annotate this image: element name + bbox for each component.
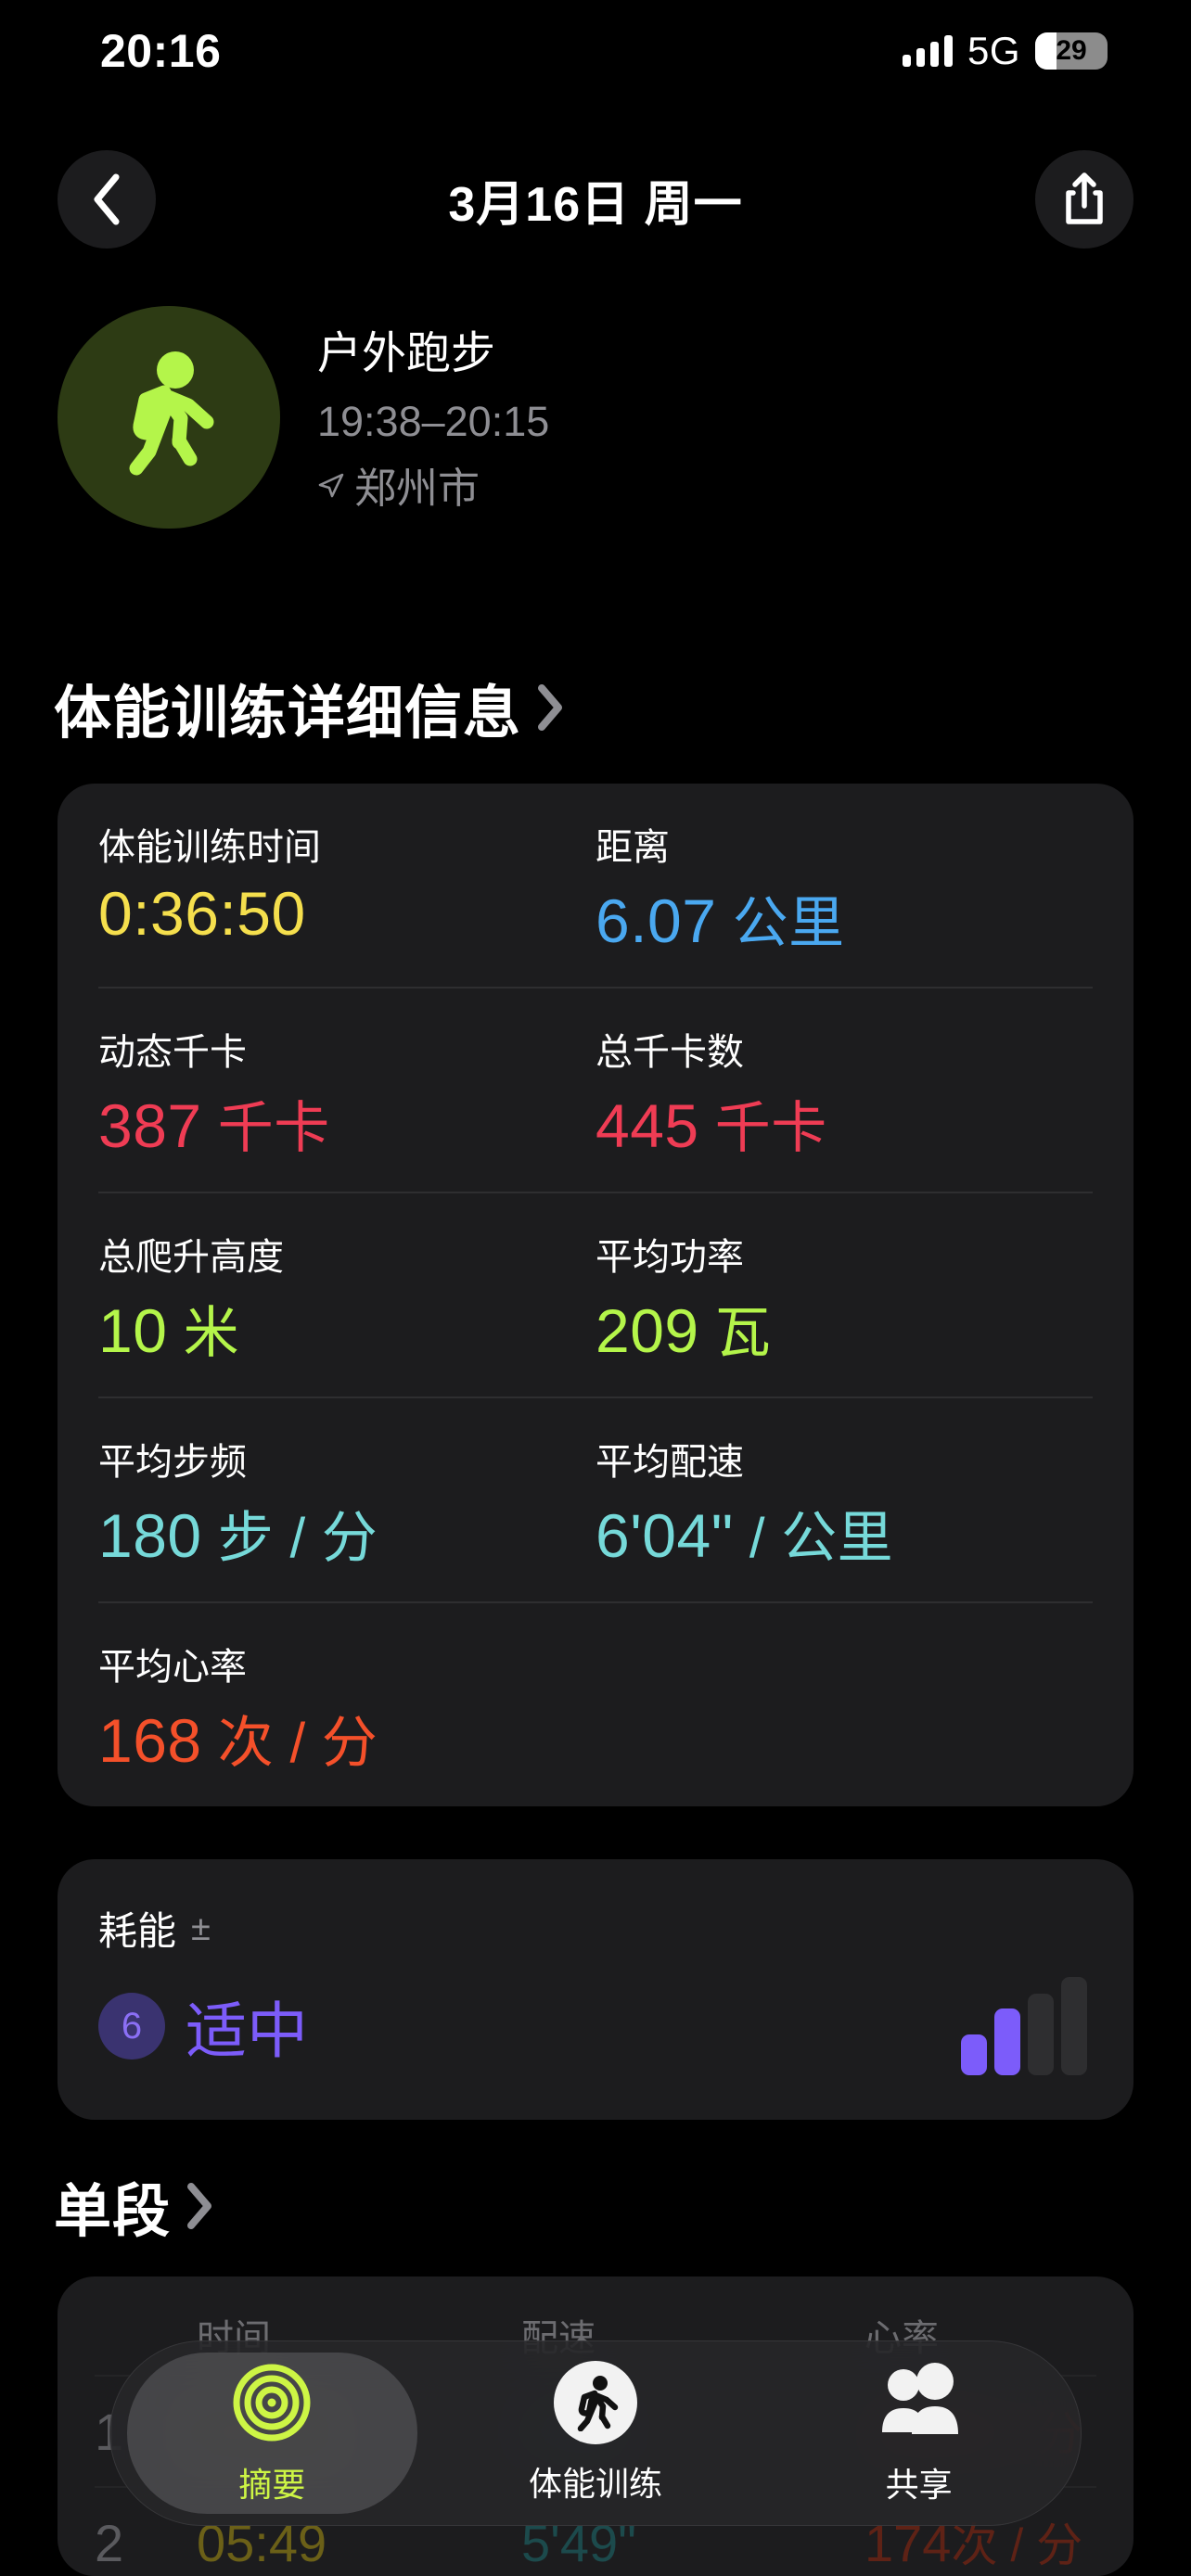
tab-summary[interactable]: 摘要 bbox=[110, 2341, 434, 2525]
effort-header: 耗能 ± bbox=[98, 1900, 1093, 1957]
effort-bar-chart bbox=[961, 1977, 1093, 2075]
tab-share[interactable]: 共享 bbox=[757, 2341, 1081, 2525]
laps-section-header[interactable]: 单段 bbox=[54, 2164, 215, 2248]
stat-empty bbox=[596, 1603, 1093, 1806]
effort-value-group: 6 适中 bbox=[98, 1982, 308, 2071]
effort-bar bbox=[961, 2034, 987, 2075]
stat-value: 180 步 / 分 bbox=[98, 1501, 378, 1570]
cellular-signal-icon bbox=[902, 35, 953, 67]
chevron-left-icon bbox=[94, 173, 120, 225]
workout-summary-header: 户外跑步 19:38–20:15 郑州市 bbox=[58, 306, 1133, 529]
stat-value: 0:36:50 bbox=[98, 879, 306, 948]
stat-value: 387 千卡 bbox=[98, 1091, 330, 1160]
network-type-label: 5G bbox=[967, 29, 1020, 72]
workout-location-label: 郑州市 bbox=[354, 465, 480, 512]
share-button[interactable] bbox=[1035, 150, 1133, 249]
stat-row: 平均心率 168 次 / 分 bbox=[98, 1601, 1093, 1806]
effort-bar bbox=[994, 2009, 1020, 2075]
stat-value: 10 米 bbox=[98, 1296, 240, 1365]
chevron-right-icon bbox=[184, 2182, 215, 2230]
running-person-icon bbox=[554, 2361, 637, 2444]
workout-location: 郑州市 bbox=[317, 454, 549, 515]
plus-minus-icon: ± bbox=[191, 1908, 211, 1948]
status-bar-clock: 20:16 bbox=[100, 25, 222, 77]
stat-label: 距离 bbox=[596, 827, 670, 868]
status-bar-indicators: 5G 29 bbox=[902, 29, 1108, 73]
stat-average-cadence: 平均步频 180 步 / 分 bbox=[98, 1398, 596, 1601]
tab-share-label: 共享 bbox=[885, 2466, 953, 2504]
lap-index: 2 bbox=[95, 2514, 124, 2572]
stat-label: 总爬升高度 bbox=[98, 1237, 284, 1278]
workout-type-label: 户外跑步 bbox=[317, 329, 496, 378]
stat-value: 6'04" / 公里 bbox=[596, 1501, 894, 1570]
workout-details-card: 体能训练时间 0:36:50 距离 6.07 公里 动态千卡 387 千卡 总千… bbox=[58, 784, 1133, 1806]
back-button[interactable] bbox=[58, 150, 156, 249]
stat-label: 平均步频 bbox=[98, 1442, 247, 1483]
tab-bar: 摘要 体能训练 共享 bbox=[109, 2340, 1082, 2526]
stat-value: 6.07 公里 bbox=[596, 886, 845, 955]
status-bar: 20:16 5G 29 bbox=[0, 0, 1191, 102]
stat-label: 平均功率 bbox=[596, 1237, 744, 1278]
people-icon bbox=[881, 2363, 958, 2434]
stat-workout-time: 体能训练时间 0:36:50 bbox=[98, 784, 596, 987]
stat-row: 平均步频 180 步 / 分 平均配速 6'04" / 公里 bbox=[98, 1396, 1093, 1601]
battery-percent-label: 29 bbox=[1056, 35, 1087, 66]
activity-rings-icon bbox=[233, 2364, 311, 2442]
effort-card[interactable]: 耗能 ± 6 适中 bbox=[58, 1859, 1133, 2120]
stat-average-pace: 平均配速 6'04" / 公里 bbox=[596, 1398, 1093, 1601]
navigation-bar: 3月16日 周一 bbox=[0, 130, 1191, 269]
laps-title: 单段 bbox=[54, 2180, 172, 2244]
tab-workout-label: 体能训练 bbox=[529, 2465, 663, 2503]
stat-label: 体能训练时间 bbox=[98, 827, 321, 868]
stat-distance: 距离 6.07 公里 bbox=[596, 784, 1093, 987]
workout-type-icon-container bbox=[58, 306, 280, 529]
stat-label: 总千卡数 bbox=[596, 1032, 744, 1073]
effort-label: 耗能 bbox=[98, 1909, 177, 1953]
stat-row: 动态千卡 387 千卡 总千卡数 445 千卡 bbox=[98, 987, 1093, 1192]
stat-value: 445 千卡 bbox=[596, 1091, 827, 1160]
effort-score-badge: 6 bbox=[98, 1993, 165, 2060]
stat-label: 平均配速 bbox=[596, 1442, 744, 1483]
stat-average-power: 平均功率 209 瓦 bbox=[596, 1193, 1093, 1396]
workout-details-title: 体能训练详细信息 bbox=[54, 682, 522, 746]
stat-total-calories: 总千卡数 445 千卡 bbox=[596, 988, 1093, 1192]
stat-label: 动态千卡 bbox=[98, 1032, 247, 1073]
page-title: 3月16日 周一 bbox=[448, 177, 743, 232]
stat-average-heart-rate: 平均心率 168 次 / 分 bbox=[98, 1603, 596, 1806]
stat-row: 总爬升高度 10 米 平均功率 209 瓦 bbox=[98, 1192, 1093, 1396]
stat-value: 168 次 / 分 bbox=[98, 1706, 378, 1775]
location-arrow-icon bbox=[318, 473, 344, 497]
tab-workout[interactable]: 体能训练 bbox=[434, 2341, 758, 2525]
workout-details-section-header[interactable]: 体能训练详细信息 bbox=[54, 666, 566, 749]
chevron-right-icon bbox=[534, 683, 566, 732]
battery-icon: 29 bbox=[1035, 32, 1108, 70]
stat-elevation-gain: 总爬升高度 10 米 bbox=[98, 1193, 596, 1396]
effort-level-label: 适中 bbox=[186, 1996, 308, 2065]
share-icon bbox=[1066, 172, 1103, 224]
stat-value: 209 瓦 bbox=[596, 1296, 772, 1365]
effort-bar bbox=[1028, 1994, 1054, 2075]
stat-label: 平均心率 bbox=[98, 1647, 247, 1688]
effort-body: 6 适中 bbox=[98, 1977, 1093, 2075]
workout-time-range: 19:38–20:15 bbox=[317, 398, 550, 445]
stat-active-calories: 动态千卡 387 千卡 bbox=[98, 988, 596, 1192]
stat-row: 体能训练时间 0:36:50 距离 6.07 公里 bbox=[98, 784, 1093, 987]
workout-meta: 户外跑步 19:38–20:15 郑州市 bbox=[317, 306, 549, 515]
effort-bar bbox=[1061, 1977, 1087, 2075]
outdoor-running-icon bbox=[129, 351, 214, 476]
tab-summary-label: 摘要 bbox=[238, 2466, 306, 2504]
